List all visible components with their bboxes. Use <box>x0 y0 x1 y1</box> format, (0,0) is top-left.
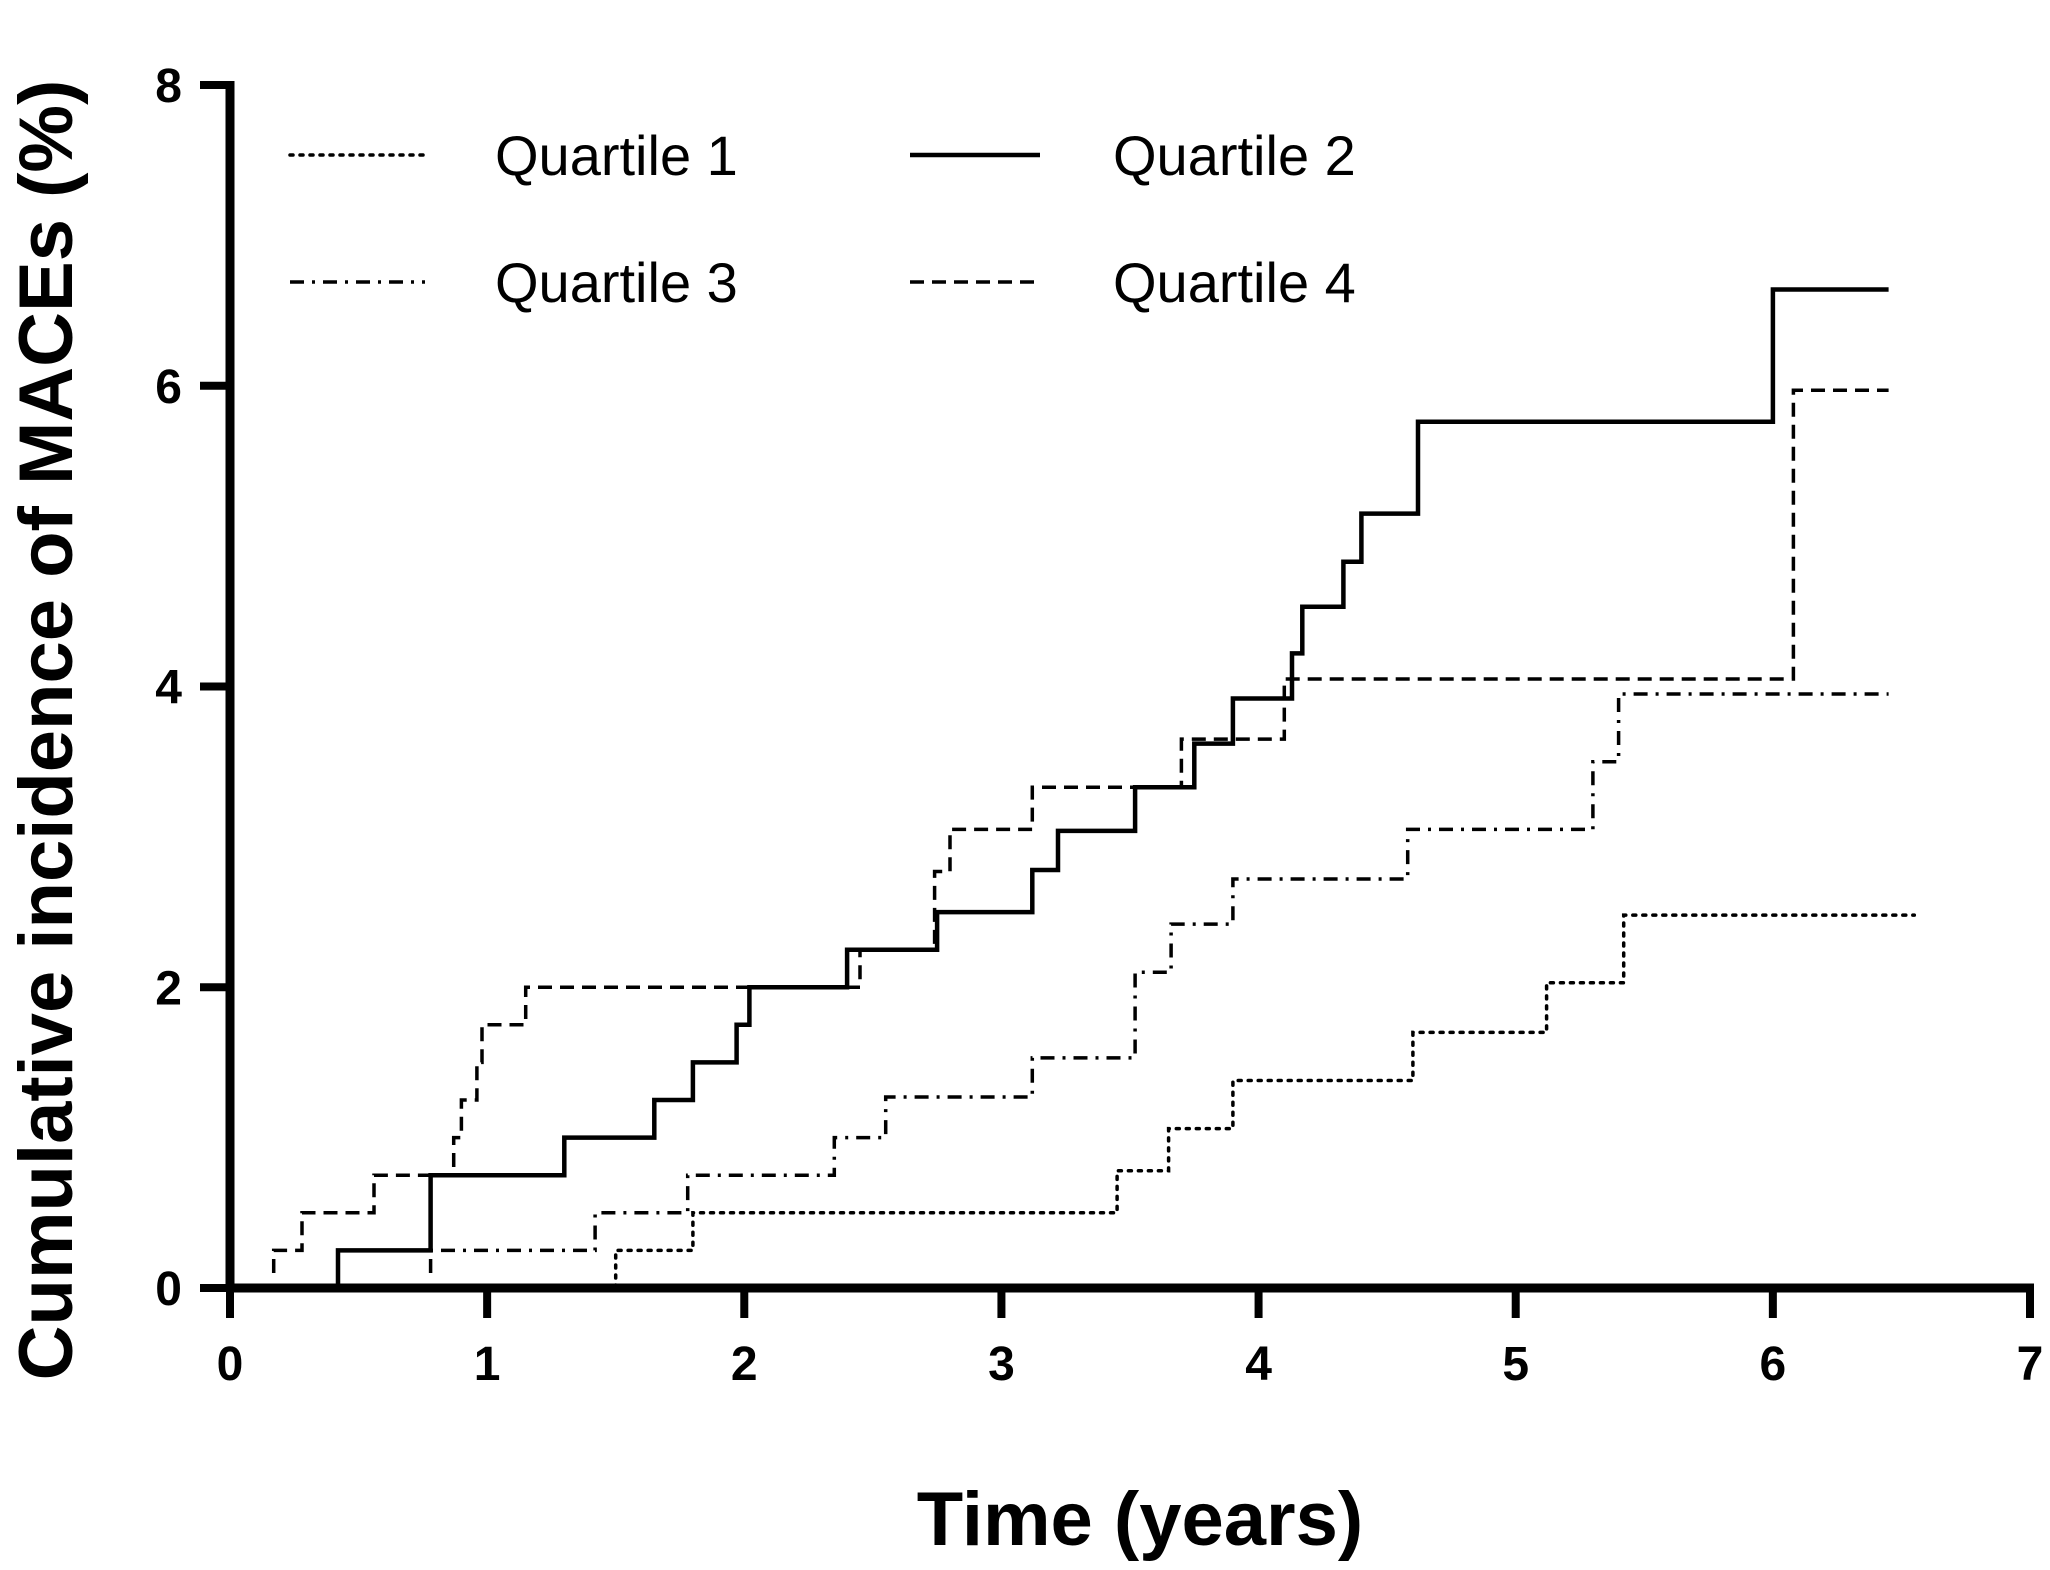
series-line-quartile-2 <box>335 287 1889 1288</box>
series-line-quartile-3 <box>428 692 1889 1273</box>
y-tick-label: 4 <box>155 662 182 715</box>
legend-label: Quartile 4 <box>1113 251 1356 314</box>
legend-item: Quartile 1 <box>288 124 738 187</box>
y-axis-ticks: 0 2 4 6 8 <box>155 60 230 1316</box>
y-tick-label: 0 <box>155 1263 182 1316</box>
legend-label: Quartile 1 <box>495 124 738 187</box>
y-tick-label: 6 <box>155 361 182 414</box>
y-axis-title: Cumulative incidence of MACEs (%) <box>4 80 89 1381</box>
x-tick-label: 3 <box>988 1338 1015 1391</box>
x-tick-label: 4 <box>1245 1338 1272 1391</box>
x-tick-label: 5 <box>1502 1338 1529 1391</box>
x-tick-label: 0 <box>217 1338 244 1391</box>
series-layer <box>271 287 1917 1290</box>
x-tick-label: 6 <box>1760 1338 1787 1391</box>
y-tick-label: 2 <box>155 962 182 1015</box>
x-axis-ticks: 0 1 2 3 4 5 6 7 <box>217 1288 2044 1391</box>
legend: Quartile 1 Quartile 2 Quartile 3 Quartile 4 <box>288 124 1356 314</box>
x-tick-label: 7 <box>2017 1338 2044 1391</box>
legend-label: Quartile 3 <box>495 251 738 314</box>
legend-label: Quartile 2 <box>1113 124 1356 187</box>
series-line-quartile-1 <box>613 913 1917 1290</box>
x-tick-label: 1 <box>474 1338 501 1391</box>
legend-item: Quartile 3 <box>290 251 738 314</box>
series-line-quartile-4 <box>271 388 1889 1273</box>
x-axis-title: Time (years) <box>917 1477 1363 1562</box>
legend-item: Quartile 2 <box>910 124 1356 187</box>
y-tick-label: 8 <box>155 60 182 113</box>
x-tick-label: 2 <box>731 1338 758 1391</box>
legend-item: Quartile 4 <box>910 251 1356 314</box>
